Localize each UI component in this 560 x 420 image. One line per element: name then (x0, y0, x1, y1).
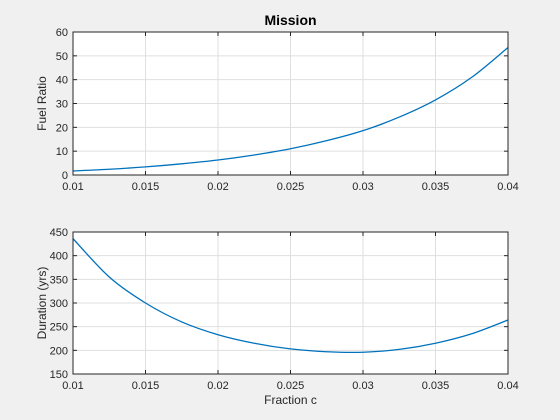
x-tick-label: 0.01 (62, 181, 83, 193)
y-tick-label: 450 (50, 227, 68, 239)
y-tick-label: 40 (56, 75, 68, 87)
x-tick-label: 0.035 (422, 181, 450, 193)
x-tick-label: 0.015 (132, 380, 160, 392)
x-tick-label: 0.04 (497, 181, 518, 193)
y-tick-label: 60 (56, 27, 68, 39)
y-tick-label: 250 (50, 322, 68, 334)
y-axis-label: Fuel Ratio (35, 76, 49, 131)
y-tick-label: 200 (50, 345, 68, 357)
x-tick-label: 0.02 (207, 181, 228, 193)
x-tick-label: 0.035 (422, 380, 450, 392)
x-axis-label: Fraction c (264, 393, 317, 407)
x-tick-label: 0.025 (277, 181, 305, 193)
x-tick-label: 0.025 (277, 380, 305, 392)
x-tick-label: 0.03 (352, 181, 373, 193)
y-tick-label: 0 (62, 170, 68, 182)
y-tick-label: 150 (50, 369, 68, 381)
y-tick-label: 10 (56, 146, 68, 158)
x-tick-label: 0.01 (62, 380, 83, 392)
y-tick-label: 50 (56, 51, 68, 63)
x-tick-label: 0.015 (132, 181, 160, 193)
x-tick-label: 0.02 (207, 380, 228, 392)
y-tick-label: 350 (50, 274, 68, 286)
duration-plot: 0.01 0.015 0.02 0.025 0.03 0.035 0.04 150 200 250… (35, 227, 519, 407)
x-tick-label: 0.04 (497, 380, 518, 392)
y-tick-label: 30 (56, 99, 68, 111)
fuel-ratio-plot: 0.01 0.015 0.02 0.025 0.03 0.035 0.04 0 10 20 30 40… (35, 12, 519, 193)
data-series-line (72, 46, 509, 172)
y-tick-label: 300 (50, 298, 68, 310)
y-tick-label: 20 (56, 122, 68, 134)
chart-title: Mission (264, 12, 316, 28)
data-series-line (72, 238, 509, 354)
x-tick-label: 0.03 (352, 380, 373, 392)
y-axis-label: Duration (yrs) (35, 267, 49, 340)
y-tick-label: 400 (50, 251, 68, 263)
